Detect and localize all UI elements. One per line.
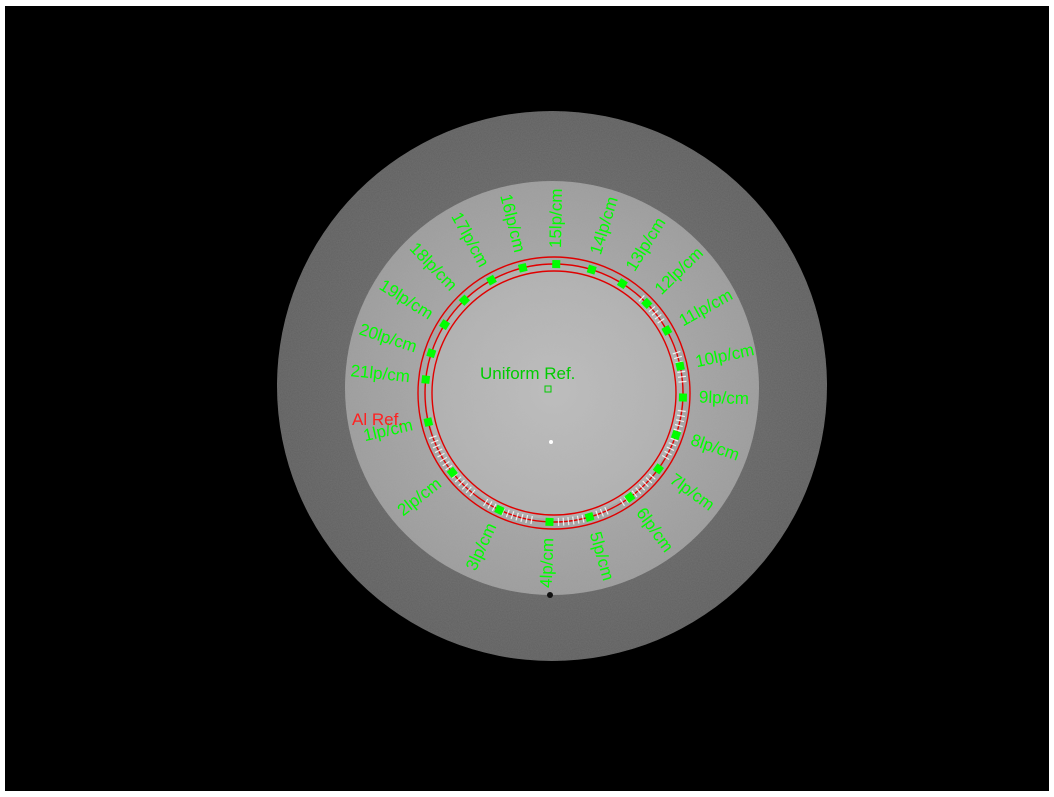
reference-labels: Uniform Ref. Al Ref. (352, 364, 575, 429)
bar-pattern-line (631, 490, 638, 498)
bar-pattern-line (677, 370, 686, 374)
bar-pattern-line (442, 460, 450, 467)
bar-pattern-line (491, 503, 497, 512)
al-ref-label: Al Ref. (352, 410, 403, 429)
bar-pattern-line (576, 515, 580, 524)
bar-pattern-line (581, 514, 585, 523)
lp-marker-8 (670, 429, 682, 441)
phantom-center-disc-noise (426, 263, 682, 519)
bar-pattern-line (572, 516, 575, 525)
lp-marker-20 (426, 348, 437, 359)
bar-pattern-line (432, 444, 441, 449)
bar-pattern-line (430, 439, 439, 444)
bar-pattern-line (676, 414, 686, 418)
lp-marker-16 (517, 262, 528, 273)
bar-pattern-line (599, 508, 604, 517)
bar-pattern-line (651, 309, 659, 316)
lp-marker-17 (486, 274, 497, 286)
bar-pattern-line (670, 437, 679, 442)
lp-marker-11 (661, 325, 673, 336)
bar-pattern-line (673, 355, 683, 360)
bar-pattern-line (645, 477, 653, 484)
bar-pattern-line (678, 380, 687, 383)
bar-pattern-line (510, 511, 515, 520)
line-pair-markers (421, 259, 688, 527)
bar-pattern-line (461, 483, 469, 490)
bar-pattern-line (458, 479, 465, 487)
bar-pattern-line (673, 428, 682, 433)
bar-pattern-line (657, 318, 665, 324)
bar-pattern-line (675, 419, 685, 423)
lp-marker-13 (616, 278, 628, 290)
bar-pattern-line (654, 313, 662, 320)
center-hot-pixel (549, 440, 553, 444)
bar-pattern-line (638, 484, 646, 491)
bar-pattern-line (505, 509, 510, 518)
lp-marker-1 (423, 417, 434, 427)
bar-pattern-line (619, 498, 625, 507)
bar-pattern-line (515, 512, 519, 521)
bottom-dark-pixel (547, 592, 553, 598)
lp-marker-10 (675, 361, 685, 371)
bar-pattern-line (642, 480, 649, 488)
lp-marker-5 (584, 512, 595, 522)
bar-pattern-line (469, 489, 476, 497)
bar-pattern-line (648, 305, 656, 313)
bar-pattern-line (445, 464, 453, 471)
roi-ring-1 (431, 270, 677, 516)
lp-marker-12 (641, 297, 653, 310)
bar-pattern-line (465, 486, 472, 494)
lp-label-9: 9lp/cm (699, 388, 750, 409)
bar-pattern-line (674, 423, 683, 428)
bar-pattern-line (530, 515, 533, 525)
lp-marker-3 (494, 504, 505, 516)
lp-marker-7 (652, 463, 664, 475)
uniform-ref-roi-marker (544, 385, 552, 393)
lp-label-4: 4lp/cm (537, 538, 558, 589)
bar-pattern-line (428, 435, 437, 440)
lp-marker-21 (421, 375, 431, 384)
bar-pattern-line (595, 510, 600, 519)
lp-label-15: 15lp/cm (546, 188, 566, 248)
bar-pattern-line (434, 448, 443, 454)
lp-marker-6 (624, 491, 636, 503)
bar-pattern-line (520, 513, 524, 522)
phantom (277, 111, 827, 661)
bar-pattern-line (666, 446, 675, 452)
lp-marker-9 (678, 393, 688, 402)
lp-marker-15 (552, 259, 561, 269)
bar-pattern-line (664, 450, 672, 456)
lp-marker-18 (458, 294, 471, 306)
bar-pattern-line (487, 501, 493, 509)
bar-pattern-line (604, 506, 609, 515)
bar-pattern-line (562, 517, 565, 526)
bar-pattern-line (677, 409, 686, 413)
roi-ring-3 (417, 256, 691, 530)
bar-pattern-line (635, 487, 642, 495)
lp-marker-4 (545, 517, 554, 527)
bar-pattern-line (567, 517, 570, 526)
bar-pattern-line (439, 456, 448, 463)
lp-marker-14 (586, 264, 597, 275)
lp-marker-2 (446, 466, 458, 479)
bar-pattern-line (648, 473, 656, 480)
bar-pattern-line (661, 454, 670, 461)
lp-marker-19 (439, 319, 451, 331)
bar-pattern-line (638, 295, 645, 302)
bar-pattern-line (483, 498, 489, 507)
bar-pattern-line (454, 476, 462, 483)
uniform-ref-label: Uniform Ref. (480, 364, 575, 383)
bar-pattern-line (677, 375, 687, 378)
roi-rings (417, 256, 691, 530)
bar-pattern-line (525, 515, 529, 524)
bar-pattern-line (672, 350, 681, 355)
bar-pattern-line (437, 452, 445, 458)
bar-pattern-line (668, 442, 677, 447)
